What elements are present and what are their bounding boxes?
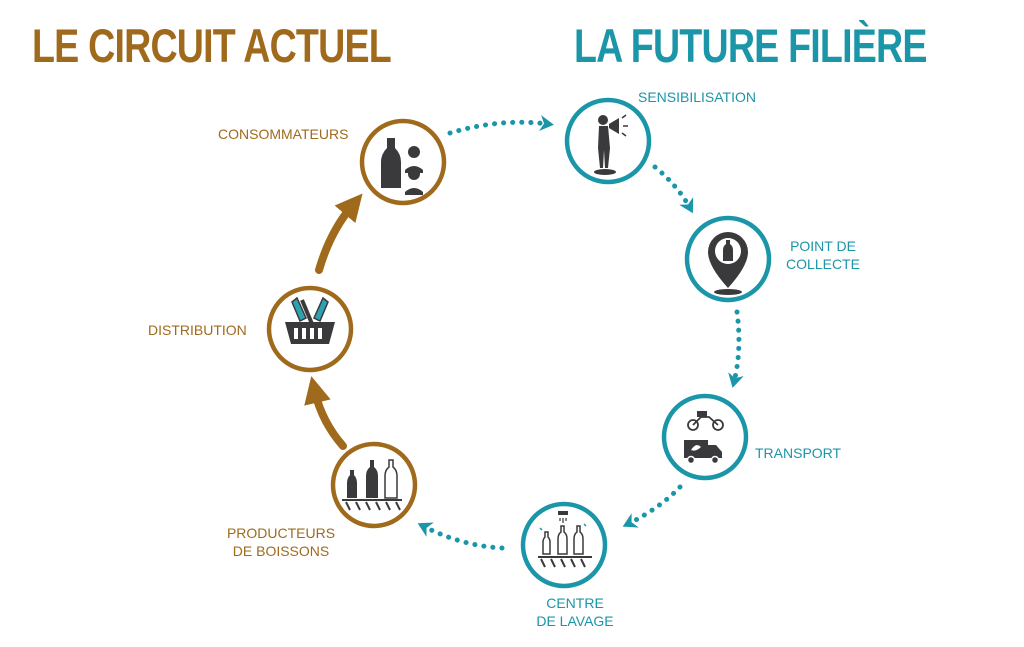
label-centre-line2: DE LAVAGE [536,613,614,629]
label-centre-de-lavage: CENTRE DE LAVAGE [530,594,620,630]
future-chain-arrows [417,115,744,551]
title-current-circuit: LE CIRCUIT ACTUEL [32,19,392,72]
label-centre-line1: CENTRE [546,595,604,611]
bike-and-truck-icon [684,411,724,465]
label-transport: TRANSPORT [755,445,842,461]
label-consommateurs: CONSOMMATEURS [218,126,349,142]
node-producteurs [330,441,418,529]
megaphone-person-icon [594,114,628,175]
node-consommateurs [359,118,447,206]
bottle-and-people-icon [381,138,423,195]
label-producteurs-line2: DE BOISSONS [232,543,330,559]
location-pin-icon [708,232,748,295]
node-sensibilisation [564,97,652,185]
node-centre-de-lavage [520,501,608,589]
label-producteurs: PRODUCTEURS DE BOISSONS [222,524,340,560]
label-producteurs-line1: PRODUCTEURS [226,525,336,541]
label-distribution: DISTRIBUTION [148,322,247,338]
node-transport [661,393,749,481]
node-distribution [266,285,354,373]
title-future-chain: LA FUTURE FILIÈRE [574,19,927,72]
bottle-washing-icon [538,511,592,568]
node-point-de-collecte [684,215,772,303]
label-point-line2: COLLECTE [786,256,860,272]
label-point-de-collecte: POINT DE COLLECTE [780,237,866,273]
bottles-on-conveyor-icon [342,459,402,511]
label-point-line1: POINT DE [790,238,856,254]
basket-icon [285,296,335,344]
label-sensibilisation: SENSIBILISATION [638,89,756,105]
current-circuit-arrows [304,193,363,450]
